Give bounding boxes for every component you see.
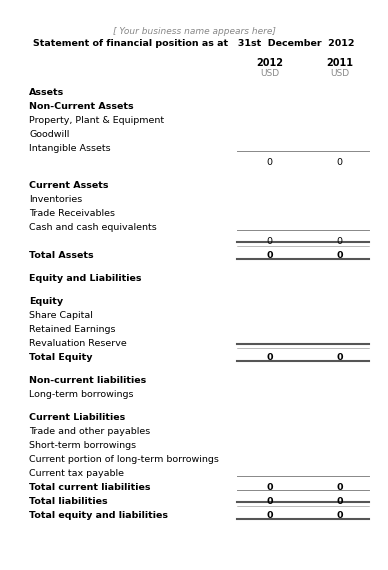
Text: Revaluation Reserve: Revaluation Reserve (29, 339, 127, 348)
Text: USD: USD (260, 69, 279, 78)
Text: Intangible Assets: Intangible Assets (29, 144, 111, 153)
Text: Non-Current Assets: Non-Current Assets (29, 103, 134, 111)
Text: 0: 0 (267, 353, 273, 362)
Text: [ Your business name appears here]: [ Your business name appears here] (113, 27, 275, 36)
Text: Trade and other payables: Trade and other payables (29, 427, 150, 436)
Text: Total Equity: Total Equity (29, 353, 93, 362)
Text: Inventories: Inventories (29, 195, 82, 204)
Text: Retained Earnings: Retained Earnings (29, 325, 116, 334)
Text: Trade Receivables: Trade Receivables (29, 209, 115, 218)
Text: 0: 0 (336, 251, 343, 260)
Text: Current Liabilities: Current Liabilities (29, 413, 125, 422)
Text: USD: USD (330, 69, 349, 78)
Text: Property, Plant & Equipment: Property, Plant & Equipment (29, 116, 164, 125)
Text: 0: 0 (336, 483, 343, 492)
Text: Current Assets: Current Assets (29, 181, 109, 190)
Text: Non-current liabilities: Non-current liabilities (29, 376, 146, 385)
Text: Equity and Liabilities: Equity and Liabilities (29, 274, 142, 283)
Text: Total current liabilities: Total current liabilities (29, 483, 151, 492)
Text: 0: 0 (267, 251, 273, 260)
Text: 2011: 2011 (326, 58, 353, 68)
Text: Share Capital: Share Capital (29, 311, 93, 320)
Text: Current portion of long-term borrowings: Current portion of long-term borrowings (29, 455, 219, 464)
Text: 0: 0 (336, 511, 343, 520)
Text: 0: 0 (267, 497, 273, 506)
Text: Equity: Equity (29, 297, 63, 306)
Text: Assets: Assets (29, 88, 64, 97)
Text: Total equity and liabilities: Total equity and liabilities (29, 511, 168, 520)
Text: 0: 0 (267, 483, 273, 492)
Text: 0: 0 (336, 497, 343, 506)
Text: 2012: 2012 (256, 58, 283, 68)
Text: 0: 0 (336, 237, 343, 246)
Text: Goodwill: Goodwill (29, 130, 69, 139)
Text: 0: 0 (267, 158, 273, 167)
Text: 0: 0 (336, 158, 343, 167)
Text: 0: 0 (267, 237, 273, 246)
Text: 0: 0 (267, 511, 273, 520)
Text: Cash and cash equivalents: Cash and cash equivalents (29, 223, 157, 232)
Text: Total Assets: Total Assets (29, 251, 94, 260)
Text: 0: 0 (336, 353, 343, 362)
Text: Long-term borrowings: Long-term borrowings (29, 390, 133, 399)
Text: Short-term borrowings: Short-term borrowings (29, 441, 136, 450)
Text: Current tax payable: Current tax payable (29, 469, 124, 478)
Text: Total liabilities: Total liabilities (29, 497, 108, 506)
Text: Statement of financial position as at   31st  December  2012: Statement of financial position as at 31… (33, 39, 355, 48)
